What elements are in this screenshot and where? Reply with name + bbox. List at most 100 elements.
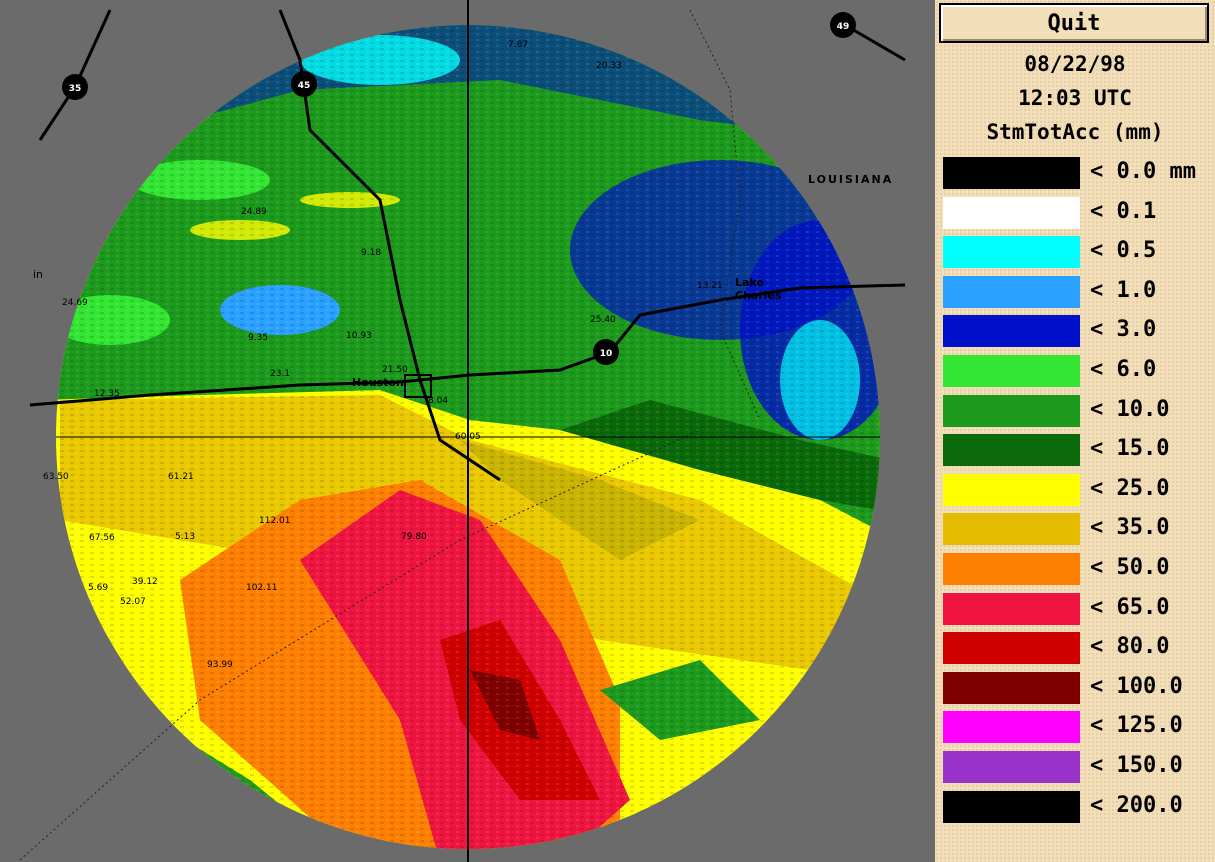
legend-swatch xyxy=(943,434,1080,467)
city-box xyxy=(404,374,432,398)
legend-swatch xyxy=(943,236,1080,269)
shield-label: 35 xyxy=(69,84,82,94)
map-shape xyxy=(593,339,619,365)
quit-button[interactable]: Quit xyxy=(939,3,1209,43)
amount-label: 5.69 xyxy=(88,583,108,593)
shields: 35 45 49 10 xyxy=(62,12,856,365)
legend-swatch xyxy=(943,553,1080,585)
map-shape xyxy=(830,12,856,38)
shield-label: 49 xyxy=(837,22,850,32)
map-shape xyxy=(19,429,701,861)
amount-label: 24.89 xyxy=(241,207,267,217)
legend-swatch xyxy=(943,157,1080,189)
legend-entry: < 0.1 xyxy=(943,196,1215,229)
amount-label: 24.69 xyxy=(62,298,88,308)
legend-entry: < 1.0 xyxy=(943,275,1215,308)
legend-entry: < 3.0 xyxy=(943,315,1215,348)
legend-entry: < 65.0 xyxy=(943,592,1215,625)
legend-label: < 6.0 xyxy=(1090,357,1157,382)
amount-labels: 24.89 9.18 24.69 9.35 10.93 21.50 23.1 12.35 8.0… xyxy=(43,40,723,670)
amount-label: 52.07 xyxy=(120,597,146,607)
amount-label: 63.50 xyxy=(43,472,69,482)
amount-label: 60.05 xyxy=(455,432,481,442)
legend-label: < 200.0 xyxy=(1090,792,1183,818)
legend-label: < 0.5 xyxy=(1090,238,1157,264)
amount-label: 67.56 xyxy=(89,533,115,543)
legend-swatch xyxy=(943,751,1080,783)
legend-label: < 10.0 xyxy=(1090,396,1170,422)
map-shape xyxy=(291,71,317,97)
legend-entry: < 0.0 mm xyxy=(943,157,1215,189)
legend-swatch xyxy=(943,315,1080,348)
amount-label: 112.01 xyxy=(259,516,291,526)
city-label: Lake xyxy=(735,276,764,289)
legend-label: < 80.0 xyxy=(1090,634,1170,660)
state-label: LOUISIANA xyxy=(808,173,893,186)
legend-label: < 100.0 xyxy=(1090,673,1183,699)
product: StmTotAcc (mm) xyxy=(986,120,1164,144)
legend-swatch xyxy=(943,394,1080,427)
amount-label: 23.1 xyxy=(270,369,290,379)
legend-label: < 15.0 xyxy=(1090,436,1170,462)
legend-entry: < 10.0 xyxy=(943,394,1215,427)
amount-label: 8.04 xyxy=(428,396,448,406)
map-shape xyxy=(62,74,88,100)
amount-label: 7.87 xyxy=(508,40,528,50)
amount-label: 79.80 xyxy=(401,532,427,542)
legend-label: < 25.0 xyxy=(1090,475,1170,501)
legend-entry: < 6.0 xyxy=(943,355,1215,387)
edge-label: in xyxy=(33,268,43,281)
legend-swatch xyxy=(943,671,1080,704)
legend-swatch xyxy=(943,592,1080,625)
amount-label: 5.13 xyxy=(175,532,195,542)
legend-entry: < 150.0 xyxy=(943,751,1215,783)
legend-swatch xyxy=(943,473,1080,506)
date: 08/22/98 xyxy=(1024,52,1126,76)
radar-map: 35 45 49 10 LOUISIANA Houston Lake Charl… xyxy=(19,0,906,862)
legend-label: < 35.0 xyxy=(1090,515,1170,541)
shield-label: 10 xyxy=(600,349,613,359)
legend-swatch xyxy=(943,513,1080,546)
amount-label: 13.21 xyxy=(697,281,723,291)
legend-swatch xyxy=(943,196,1080,229)
legend-entry: < 15.0 xyxy=(943,434,1215,467)
legend-entry: < 25.0 xyxy=(943,473,1215,506)
amount-label: 9.18 xyxy=(361,248,381,258)
legend-entry: < 125.0 xyxy=(943,711,1215,744)
legend-entry: < 50.0 xyxy=(943,553,1215,585)
city-label: Charles xyxy=(735,289,782,302)
legend-entry: < 100.0 xyxy=(943,671,1215,704)
legend-label: < 50.0 xyxy=(1090,555,1170,580)
legend-label: < 0.1 xyxy=(1090,198,1157,224)
legend-swatch xyxy=(943,275,1080,308)
time: 12:03 UTC xyxy=(1018,86,1132,110)
boundaries xyxy=(19,9,761,861)
amount-label: 21.50 xyxy=(382,365,408,375)
legend-label: < 150.0 xyxy=(1090,753,1183,778)
legend-entry: < 80.0 xyxy=(943,632,1215,665)
map-shape xyxy=(844,23,906,62)
legend-label: < 125.0 xyxy=(1090,713,1183,739)
amount-label: 20.33 xyxy=(596,61,622,71)
legend-label: < 3.0 xyxy=(1090,317,1157,343)
amount-label: 9.35 xyxy=(248,333,268,343)
amount-label: 12.35 xyxy=(94,389,120,399)
city-label: Houston xyxy=(352,376,404,389)
shield-label: 45 xyxy=(298,81,311,91)
amount-label: 10.93 xyxy=(346,331,372,341)
legend-entry: < 35.0 xyxy=(943,513,1215,546)
legend-swatch xyxy=(943,711,1080,744)
amount-label: 102.11 xyxy=(246,583,278,593)
legend-swatch xyxy=(943,790,1080,823)
legend-swatch xyxy=(943,632,1080,665)
legend-swatch xyxy=(943,355,1080,387)
legend-label: < 65.0 xyxy=(1090,594,1170,620)
amount-label: 39.12 xyxy=(132,577,158,587)
legend-label: < 1.0 xyxy=(1090,277,1157,303)
map-shape xyxy=(29,283,906,407)
legend-entry: < 200.0 xyxy=(943,790,1215,823)
legend-entry: < 0.5 xyxy=(943,236,1215,269)
legend-label: < 0.0 mm xyxy=(1090,159,1196,184)
amount-label: 25.40 xyxy=(590,315,616,325)
